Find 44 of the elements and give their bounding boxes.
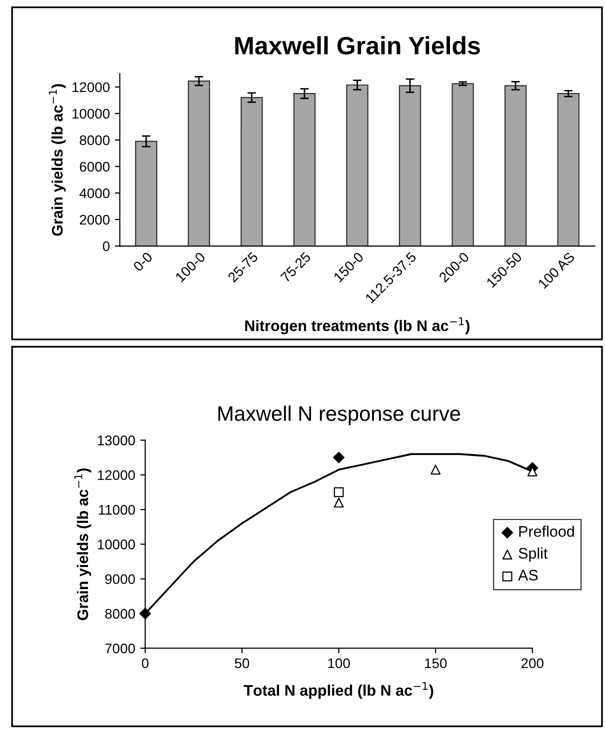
x-tick-label: 150 [425,658,447,668]
y-tick-label: 4000 [79,188,110,198]
bar [135,140,158,246]
point [333,452,345,464]
y-tick-label: 6000 [80,162,110,172]
x-tick-label: 0-0 [132,252,154,272]
y-tick-label: 10000 [98,540,135,550]
x-tick-label: 50 [234,658,250,668]
y-tick-label: 7000 [105,644,135,654]
point [430,464,441,475]
x-tick-label: 100 AS [538,252,576,290]
chart-title: Maxwell Grain Yields [235,36,480,55]
legend-label: Split [518,547,548,562]
bar [293,93,316,246]
y-tick-label: 2000 [80,214,110,225]
y-tick-label: 10000 [72,108,110,119]
y-axis-title: Grain yields (lb ac$^{−1}$) [74,468,92,620]
y-axis-title: Grain yields (lb ac$^{−1}$) [48,84,66,236]
x-axis-title: Total N applied (lb N ac$^{−1}$) [244,682,434,699]
y-tick-label: 0 [102,241,110,252]
x-axis-title: Nitrogen treatments (lb N ac$^{−1}$) [245,317,470,334]
chart-title: Maxwell N response curve [218,406,460,426]
y-tick-label: 12000 [98,470,135,480]
point [334,487,344,498]
x-tick-label: 200 [522,658,544,668]
bar [398,85,422,246]
bar [240,97,263,246]
bar [346,84,368,246]
legend-label: AS [518,570,538,581]
x-tick-label: 100 [328,658,350,668]
legend-label: Preflood [519,526,574,537]
y-tick-label: 13000 [98,436,135,446]
bar [557,93,580,246]
y-tick-label: 12000 [72,82,110,92]
point [334,498,344,508]
y-tick-label: 8000 [80,135,110,146]
y-tick-label: 11000 [98,504,135,515]
point [139,608,151,620]
bar [452,83,474,246]
y-tick-label: 8000 [105,608,135,619]
x-tick-label: 0 [142,658,149,668]
bar [188,80,210,246]
y-tick-label: 9000 [105,574,135,584]
bar [504,85,527,246]
